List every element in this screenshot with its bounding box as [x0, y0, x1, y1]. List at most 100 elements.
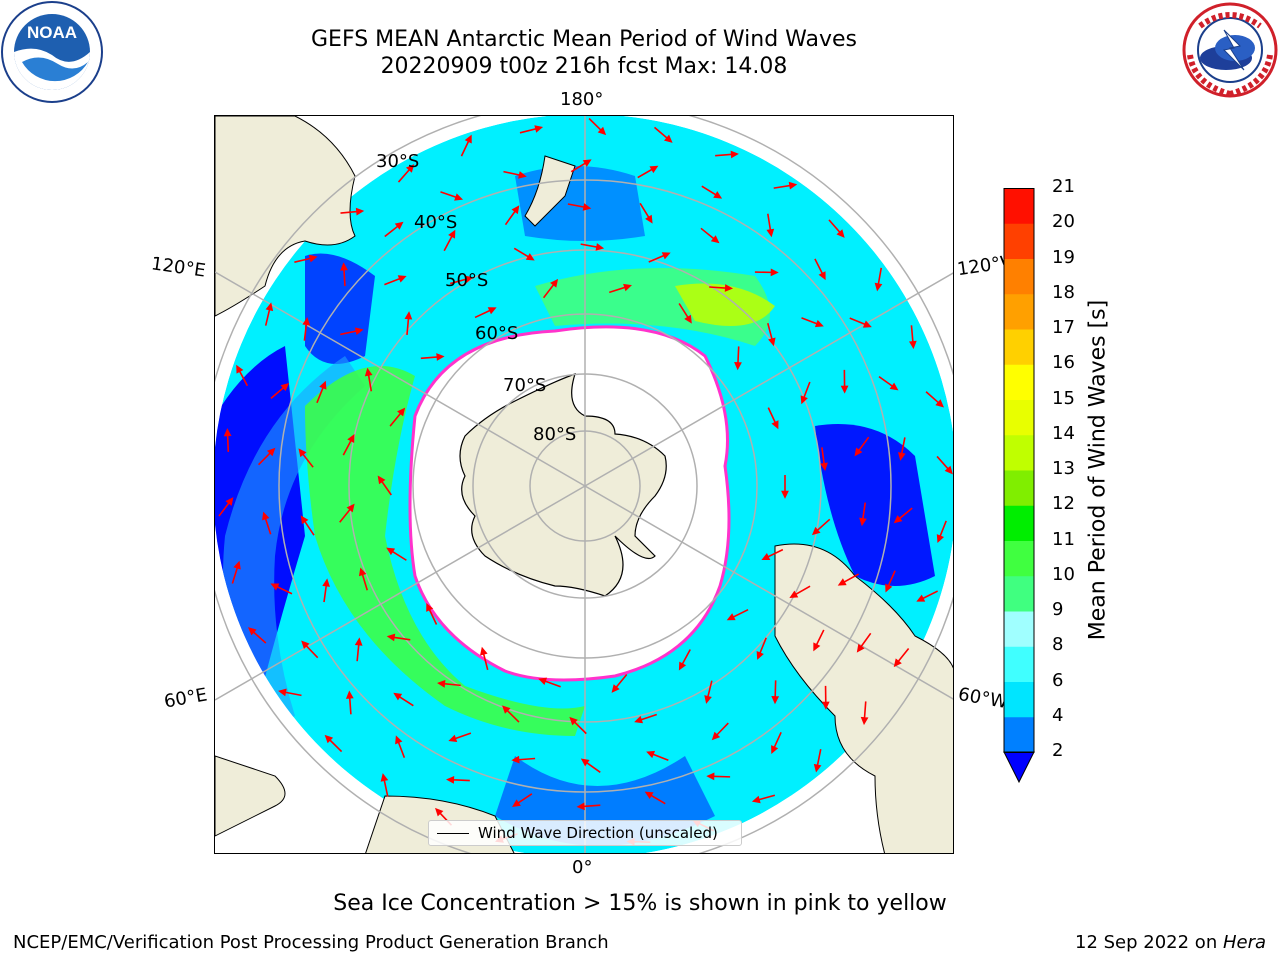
wave-direction-arrow [821, 685, 830, 710]
colorbar-tick-label: 18 [1052, 281, 1075, 303]
mid-period-band-west [223, 356, 365, 736]
wave-direction-arrow [474, 307, 497, 319]
wave-direction-arrow [393, 692, 414, 707]
wave-direction-arrow [460, 134, 472, 157]
wave-direction-arrow [767, 407, 779, 430]
wave-direction-arrow [936, 520, 947, 544]
wave-direction-arrow [247, 627, 267, 644]
wave-direction-arrow [449, 275, 474, 285]
lat-label-40s: 40°S [414, 212, 458, 233]
wave-direction-arrow [339, 503, 355, 523]
graticule [215, 116, 953, 853]
legend-label: Wind Wave Direction (unscaled) [478, 824, 718, 842]
wave-direction-arrow [420, 353, 445, 361]
wave-direction-arrow [358, 567, 369, 591]
wave-direction-arrow [678, 649, 691, 671]
footer-host: Hera [1222, 932, 1266, 953]
wave-direction-arrow [302, 317, 311, 341]
wave-direction-arrow [443, 229, 456, 252]
colorbar-tick-label: 8 [1052, 634, 1064, 656]
wave-direction-arrow [734, 346, 742, 371]
lon-label-0: 0° [572, 857, 593, 878]
wave-direction-arrow [828, 219, 845, 238]
wave-direction-arrow [502, 705, 520, 723]
wave-direction-arrow [898, 437, 906, 461]
wave-direction-arrow [580, 243, 605, 251]
low-period-zone-northwest [305, 253, 375, 364]
colorbar-tick-label: 4 [1052, 704, 1064, 726]
wave-direction-arrow [859, 502, 867, 527]
colorbar-segment [1004, 611, 1034, 647]
wave-direction-arrow [767, 322, 776, 347]
wave-direction-arrow [916, 590, 939, 602]
chart-title: GEFS MEAN Antarctic Mean Period of Wind … [311, 27, 857, 52]
wave-direction-arrow [364, 367, 373, 392]
wave-direction-arrow [761, 548, 784, 560]
wave-direction-arrow [386, 547, 407, 561]
lon-label-180: 180° [560, 89, 604, 110]
wave-direction-arrow [538, 677, 561, 688]
wave-direction-arrow [814, 258, 826, 281]
wave-direction-arrow [426, 602, 438, 625]
wave-direction-arrow [801, 317, 824, 328]
new-zealand-land [524, 155, 576, 227]
colorbar-segment [1004, 399, 1034, 436]
colorbar-tick-label: 13 [1052, 458, 1075, 479]
colorbar-outline [1003, 188, 1035, 753]
wave-direction-arrow [709, 284, 734, 292]
wave-direction-arrow [322, 578, 330, 603]
wave-direction-arrow [270, 583, 293, 595]
colorbar-tick-label: 11 [1052, 528, 1075, 550]
lat-label-50s: 50°S [445, 270, 489, 291]
wind-wave-arrows [218, 117, 953, 846]
colorbar-tick-label: 16 [1052, 352, 1075, 374]
wave-direction-arrow [706, 772, 731, 781]
map-legend: Wind Wave Direction (unscaled) [428, 820, 742, 846]
low-period-zone-east [815, 424, 935, 586]
colorbar-tick-label: 10 [1052, 563, 1075, 585]
wave-direction-arrow [298, 448, 314, 468]
wave-direction-arrow [849, 317, 872, 328]
colorbar-segment [1004, 434, 1034, 471]
lon-label-120e: 120°E [149, 253, 207, 282]
wave-direction-arrow [704, 680, 713, 704]
wave-direction-arrow [384, 275, 407, 286]
wave-direction-arrow [570, 159, 592, 173]
wave-direction-arrow [634, 713, 658, 724]
wave-direction-arrow [278, 688, 302, 697]
wave-direction-arrow [397, 164, 415, 183]
colorbar-segment [1004, 540, 1034, 577]
wave-direction-arrow [512, 793, 533, 808]
noaa-logo-text: NOAA [27, 23, 77, 42]
colorbar-tick-label: 20 [1052, 211, 1075, 233]
wave-direction-arrow [380, 773, 389, 797]
wave-direction-arrow [345, 690, 354, 715]
wave-direction-arrow [701, 185, 723, 199]
colorbar-tick-label: 2 [1052, 740, 1064, 761]
colorbar-tick-label: 19 [1052, 246, 1075, 268]
wave-direction-arrow [567, 203, 592, 211]
wave-direction-arrow [893, 647, 910, 668]
colorbar-extend-min [1003, 751, 1035, 784]
wave-direction-arrow [404, 311, 413, 335]
high-period-band-west [305, 366, 585, 736]
wave-direction-arrow [300, 515, 315, 536]
colorbar-tick-label: 21 [1052, 176, 1075, 197]
wave-direction-arrow [771, 731, 782, 755]
wave-direction-arrow [340, 327, 364, 336]
wave-direction-arrow [223, 428, 232, 452]
polar-map [215, 116, 953, 853]
wave-direction-arrow [813, 749, 822, 773]
wave-direction-arrow [569, 716, 587, 735]
wave-direction-arrow [264, 302, 274, 326]
wave-direction-arrow [781, 475, 789, 499]
nws-logo [1182, 2, 1278, 98]
wave-direction-arrow [576, 802, 601, 811]
wave-direction-arrow [440, 191, 464, 201]
wave-direction-arrow [218, 497, 234, 517]
sea-ice-note: Sea Ice Concentration > 15% is shown in … [333, 891, 947, 916]
wave-direction-arrow [813, 629, 825, 652]
wave-direction-arrow [588, 117, 607, 136]
wave-direction-arrow [611, 673, 628, 693]
colorbar-segment [1004, 716, 1034, 753]
